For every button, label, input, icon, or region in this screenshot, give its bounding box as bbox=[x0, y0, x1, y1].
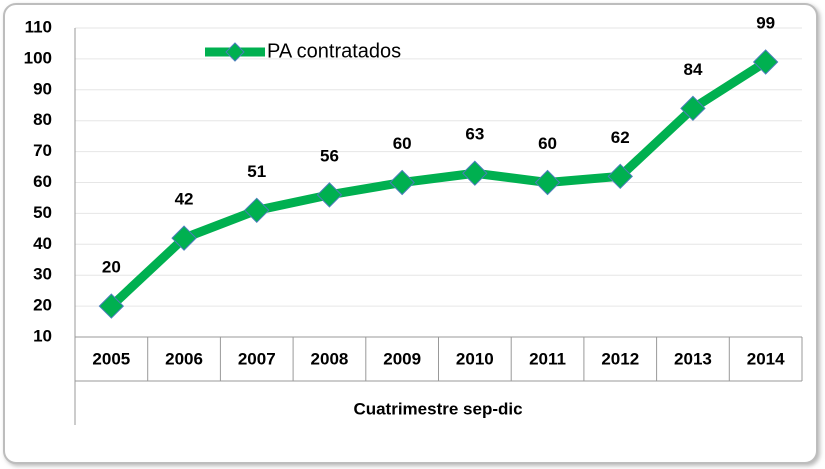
y-tick-label: 90 bbox=[33, 79, 52, 98]
point-marker bbox=[171, 225, 197, 251]
point-marker bbox=[752, 49, 779, 75]
y-tick-label: 60 bbox=[33, 172, 52, 191]
data-label: 42 bbox=[175, 190, 194, 209]
x-axis-title: Cuatrimestre sep-dic bbox=[353, 399, 522, 418]
y-tick-label: 100 bbox=[24, 48, 52, 67]
data-label: 63 bbox=[465, 125, 484, 144]
legend-label: PA contratados bbox=[267, 40, 401, 62]
x-tick-label: 2009 bbox=[383, 349, 421, 368]
data-label: 51 bbox=[247, 162, 266, 181]
data-label: 60 bbox=[393, 134, 412, 153]
series-line bbox=[108, 58, 769, 310]
point-marker bbox=[607, 163, 633, 190]
x-tick-label: 2005 bbox=[92, 349, 130, 368]
y-tick-label: 50 bbox=[33, 203, 52, 222]
x-tick-label: 2010 bbox=[456, 349, 494, 368]
y-tick-label: 110 bbox=[25, 17, 52, 36]
y-tick-label: 10 bbox=[33, 326, 52, 345]
point-marker bbox=[534, 169, 561, 196]
data-label: 84 bbox=[683, 60, 702, 79]
point-marker bbox=[244, 197, 270, 224]
y-tick-label: 30 bbox=[33, 265, 52, 284]
x-tick-label: 2012 bbox=[601, 349, 639, 368]
x-tick-label: 2006 bbox=[165, 349, 203, 368]
data-label: 62 bbox=[611, 128, 630, 147]
chart-frame bbox=[3, 3, 818, 464]
data-label: 60 bbox=[538, 134, 557, 153]
point-marker bbox=[462, 160, 488, 186]
legend-marker bbox=[225, 42, 245, 62]
point-marker bbox=[389, 169, 415, 196]
x-tick-label: 2011 bbox=[529, 349, 566, 368]
x-tick-label: 2013 bbox=[674, 349, 712, 368]
point-marker bbox=[98, 293, 125, 319]
y-tick-label: 80 bbox=[33, 110, 52, 129]
point-marker bbox=[680, 95, 706, 122]
y-tick-label: 40 bbox=[33, 234, 52, 253]
data-label: 20 bbox=[102, 258, 121, 277]
y-tick-label: 20 bbox=[33, 296, 52, 315]
x-tick-label: 2014 bbox=[747, 349, 785, 368]
point-marker bbox=[316, 182, 343, 208]
data-label: 99 bbox=[756, 13, 775, 32]
x-tick-label: 2008 bbox=[311, 349, 349, 368]
x-tick-label: 2007 bbox=[238, 349, 276, 368]
data-label: 56 bbox=[320, 146, 339, 165]
y-tick-label: 70 bbox=[33, 141, 52, 160]
